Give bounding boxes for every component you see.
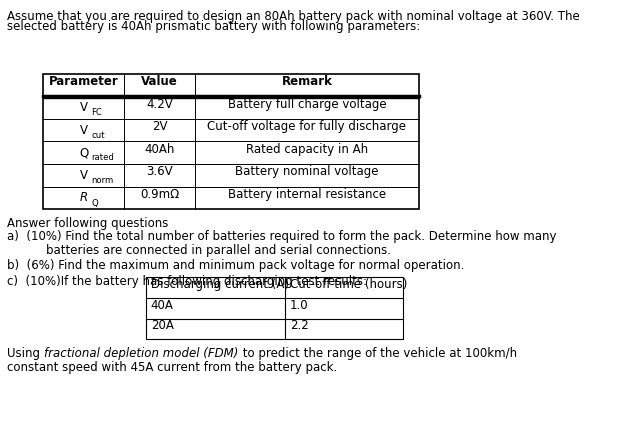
Bar [43,74,418,209]
Text: 2.2: 2.2 [290,319,309,332]
Text: Remark: Remark [281,75,332,88]
Text: rated: rated [91,154,114,162]
Text: Battery internal resistance: Battery internal resistance [228,188,386,201]
Text: 40Ah: 40Ah [144,143,175,156]
Text: b)  (6%) Find the maximum and minimum pack voltage for normal operation.: b) (6%) Find the maximum and minimum pac… [7,259,465,272]
Text: V: V [80,124,87,137]
Text: V: V [80,101,87,114]
Text: Cut-off time (hours): Cut-off time (hours) [290,278,407,291]
Text: Assume that you are required to design an 80Ah battery pack with nominal voltage: Assume that you are required to design a… [7,10,580,23]
Bar [146,277,403,339]
Text: Q: Q [91,199,98,207]
Text: Battery full charge voltage: Battery full charge voltage [228,98,386,111]
Text: batteries are connected in parallel and serial connections.: batteries are connected in parallel and … [46,244,391,257]
Text: 20A: 20A [151,319,174,332]
Text: norm: norm [91,176,113,185]
Text: Cut-off voltage for fully discharge: Cut-off voltage for fully discharge [208,120,406,133]
Text: Discharging current (A): Discharging current (A) [151,278,289,291]
Text: selected battery is 40Ah prismatic battery with following parameters:: selected battery is 40Ah prismatic batte… [7,20,421,33]
Text: Using: Using [7,347,44,360]
Text: constant speed with 45A current from the battery pack.: constant speed with 45A current from the… [7,361,338,374]
Text: V: V [80,169,87,182]
Text: R: R [79,191,88,204]
Text: Parameter: Parameter [49,75,118,88]
Text: FC: FC [91,108,102,117]
Text: 0.9mΩ: 0.9mΩ [140,188,179,201]
Text: Value: Value [141,75,178,88]
Text: Q: Q [79,146,88,159]
Text: cut: cut [91,131,105,140]
Text: 2V: 2V [152,120,167,133]
Text: fractional depletion model (FDM): fractional depletion model (FDM) [44,347,239,360]
Text: 1.0: 1.0 [290,299,309,312]
Text: 4.2V: 4.2V [146,98,173,111]
Text: 40A: 40A [151,299,174,312]
Text: to predict the range of the vehicle at 100km/h: to predict the range of the vehicle at 1… [239,347,516,360]
Text: 3.6V: 3.6V [146,165,173,178]
Text: Battery nominal voltage: Battery nominal voltage [235,165,379,178]
Text: Answer following questions: Answer following questions [7,217,169,230]
Text: Rated capacity in Ah: Rated capacity in Ah [246,143,368,156]
Text: c)  (10%)If the battery has following discharging test results:: c) (10%)If the battery has following dis… [7,275,368,288]
Text: a)  (10%) Find the total number of batteries required to form the pack. Determin: a) (10%) Find the total number of batter… [7,230,557,243]
